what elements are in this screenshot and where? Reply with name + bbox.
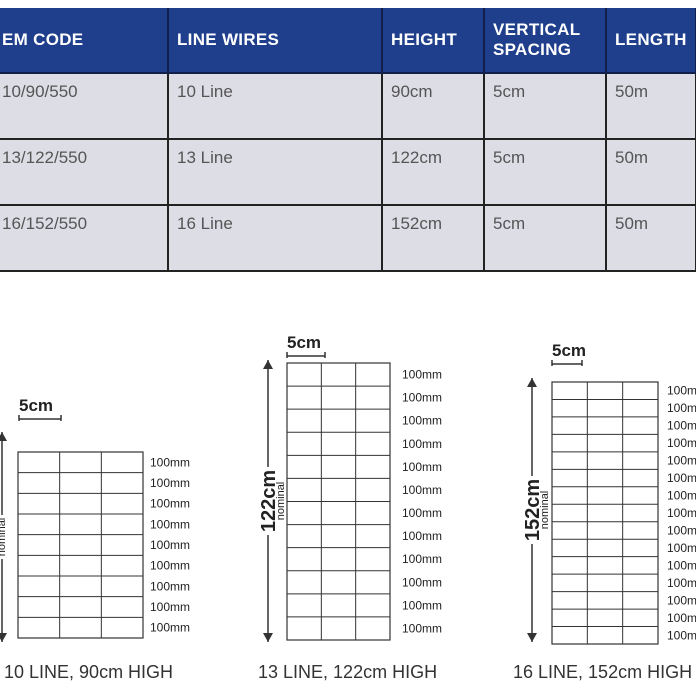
cell-line-wires: 10 Line [168, 73, 383, 140]
wire-spacing-label: 100m [667, 489, 696, 503]
wire-spacing-label: 100mm [150, 579, 190, 593]
wire-spacing-label: 100m [667, 471, 696, 485]
fence-diagram-2: 5cm 100mm 100mm 100mm 100mm 100mm 100mm 100mm 10… [254, 333, 442, 682]
cell-vertical-spacing: 5cm [484, 73, 607, 140]
wire-spacing-label: 100mm [150, 497, 190, 511]
wire-spacing-label: 100mm [402, 414, 442, 428]
nominal-label: nominal [275, 482, 287, 521]
cell-length: 50m [606, 73, 696, 140]
cell-vertical-spacing: 5cm [484, 205, 607, 272]
arrow-down-icon [527, 633, 537, 642]
diagram-caption: 10 LINE, 90cm HIGH [4, 662, 173, 682]
height-label-backdrop [518, 476, 546, 544]
height-label: 152cm [522, 479, 544, 541]
cell-line-wires: 16 Line [168, 205, 383, 272]
cell-length: 50m [606, 139, 696, 206]
header-line-wires: LINE WIRES [168, 8, 383, 74]
cell-item-code: 13/122/550 [0, 139, 169, 206]
height-label-backdrop [254, 467, 282, 535]
header-length: LENGTH [606, 8, 696, 74]
wire-spacing-label: 100mm [150, 600, 190, 614]
fence-diagram-3: 5cm 100m 100m 100m 100m 100m 100m 100m 100m 100m 1… [513, 341, 696, 682]
wire-spacing-label: 100mm [402, 598, 442, 612]
wire-spacing-label: 100m [667, 454, 696, 468]
table-header-row: EM CODE LINE WIRES HEIGHT VERTICAL SPACI… [0, 8, 696, 74]
wire-spacing-label: 100mm [402, 506, 442, 520]
wire-spacing-label: 100mm [402, 575, 442, 589]
header-height: HEIGHT [382, 8, 485, 74]
fence-diagram-canvas: 5cm 100mm 100mm 100mm 100mm 100mm 100mm 100mm 10… [0, 333, 696, 682]
wire-spacing-label: 100m [667, 576, 696, 590]
cell-height: 152cm [382, 205, 485, 272]
wire-spacing-label: 100m [667, 593, 696, 607]
spacing-label: 5cm [552, 341, 586, 360]
wire-spacing-label: 100mm [402, 368, 442, 382]
cell-item-code: 16/152/550 [0, 205, 169, 272]
arrow-up-icon [263, 360, 273, 369]
wire-spacing-label: 100mm [150, 517, 190, 531]
wire-spacing-label: 100mm [402, 621, 442, 635]
wire-spacing-label: 100m [667, 541, 696, 555]
wire-spacing-label: 100mm [402, 529, 442, 543]
spacing-label: 5cm [287, 333, 321, 352]
wire-spacing-label: 100m [667, 384, 696, 398]
height-label-backdrop [0, 515, 12, 559]
cell-line-wires: 13 Line [168, 139, 383, 206]
wire-spacing-label: 100m [667, 523, 696, 537]
wire-spacing-label: 100m [667, 419, 696, 433]
fence-diagrams: 5cm 100mm 100mm 100mm 100mm 100mm 100mm 100mm 10… [0, 270, 696, 696]
diagram-caption: 16 LINE, 152cm HIGH [513, 662, 692, 682]
fence-grid-outline [551, 381, 659, 645]
cell-height: 90cm [382, 73, 485, 140]
cell-height: 122cm [382, 139, 485, 206]
nominal-label: nominal [0, 518, 8, 557]
wire-spacing-label: 100m [667, 558, 696, 572]
nominal-label: nominal [539, 491, 551, 530]
wire-spacing-label: 100mm [150, 455, 190, 469]
wire-spacing-label: 100m [667, 628, 696, 642]
wire-spacing-label: 100mm [402, 552, 442, 566]
wire-spacing-label: 100mm [150, 621, 190, 635]
header-vertical-spacing-line1: VERTICAL [493, 20, 581, 39]
wire-spacing-label: 100mm [150, 559, 190, 573]
table-row: 16/152/550 16 Line 152cm 5cm 50m [0, 205, 696, 272]
wire-spacing-label: 100m [667, 611, 696, 625]
diagram-caption: 13 LINE, 122cm HIGH [258, 662, 437, 682]
table-row: 13/122/550 13 Line 122cm 5cm 50m [0, 139, 696, 206]
wire-spacing-label: 100mm [150, 476, 190, 490]
fence-grid-outline [17, 451, 144, 639]
cell-length: 50m [606, 205, 696, 272]
header-vertical-spacing-line2: SPACING [493, 40, 572, 59]
wire-spacing-label: 100m [667, 506, 696, 520]
cell-item-code: 10/90/550 [0, 73, 169, 140]
header-item-code: EM CODE [0, 8, 169, 74]
wire-spacing-label: 100mm [402, 391, 442, 405]
fence-diagram-1: 5cm 100mm 100mm 100mm 100mm 100mm 100mm 100mm 10… [0, 396, 190, 682]
wire-spacing-label: 100mm [150, 538, 190, 552]
wire-spacing-label: 100mm [402, 437, 442, 451]
header-vertical-spacing: VERTICAL SPACING [484, 8, 607, 74]
cell-vertical-spacing: 5cm [484, 139, 607, 206]
spacing-label: 5cm [19, 396, 53, 415]
height-label: 122cm [258, 470, 280, 532]
arrow-up-icon [0, 432, 7, 441]
arrow-down-icon [0, 633, 7, 642]
arrow-down-icon [263, 633, 273, 642]
spec-table: EM CODE LINE WIRES HEIGHT VERTICAL SPACI… [0, 8, 696, 272]
arrow-up-icon [527, 378, 537, 387]
wire-spacing-label: 100mm [402, 460, 442, 474]
wire-spacing-label: 100mm [402, 483, 442, 497]
wire-spacing-label: 100m [667, 436, 696, 450]
wire-spacing-label: 100m [667, 401, 696, 415]
table-row: 10/90/550 10 Line 90cm 5cm 50m [0, 73, 696, 140]
